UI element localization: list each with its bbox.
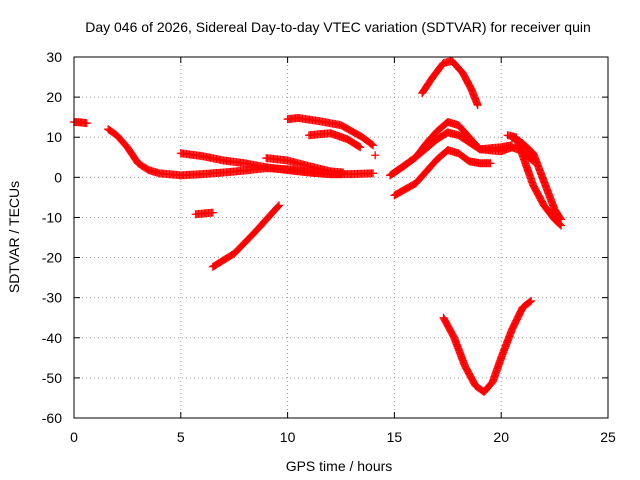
data-point [371,151,380,160]
series-arc-13 [418,57,482,110]
y-axis-label: SDTVAR / TECUs [6,181,22,293]
data-point [369,169,378,178]
series-arc-12 [390,146,495,200]
series-arc-8 [304,129,365,152]
y-tick-label: -50 [42,370,62,386]
chart-title: Day 046 of 2026, Sidereal Day-to-day VTE… [85,19,591,35]
series-arc-16 [439,296,536,396]
series-arc-4 [262,154,348,177]
x-tick-label: 20 [493,429,509,445]
data-point [339,168,348,177]
data-point [556,214,565,223]
series-arc-5 [191,208,217,219]
data-point [355,142,364,151]
data-point [486,159,495,168]
data-point [356,143,365,152]
y-tick-label: 20 [46,89,62,105]
data-point [527,296,536,305]
series-arc-6 [208,201,284,271]
x-tick-label: 10 [280,429,296,445]
y-tick-label: -60 [42,410,62,426]
data-point [557,215,566,224]
data-point [274,202,283,211]
plot-frame [73,56,609,419]
data-point [369,141,378,150]
x-axis-label: GPS time / hours [286,458,393,474]
y-tick-label: -10 [42,209,62,225]
x-tick-label: 25 [600,429,616,445]
data-point [82,119,91,128]
x-tick-label: 0 [70,429,78,445]
data-series [70,57,566,396]
data-point [275,201,284,210]
y-tick-label: -40 [42,330,62,346]
axis-ticks: 0 5 10 15 20 25 -60 -50 -40 -30 -20 -10 0 10 20 30 [42,49,616,445]
data-point [473,101,482,110]
series-arc-9 [371,151,380,160]
y-tick-label: 30 [46,49,62,65]
x-tick-label: 5 [177,429,185,445]
y-tick-label: 10 [46,129,62,145]
data-point [367,140,376,149]
y-tick-label: -20 [42,250,62,266]
x-tick-label: 15 [387,429,403,445]
y-tick-label: -30 [42,290,62,306]
data-point [526,297,535,306]
series-arc-7 [283,113,378,150]
data-point [208,208,217,217]
series-arc-14 [503,131,566,230]
series-arc-15 [507,133,566,224]
y-tick-label: 0 [54,169,62,185]
